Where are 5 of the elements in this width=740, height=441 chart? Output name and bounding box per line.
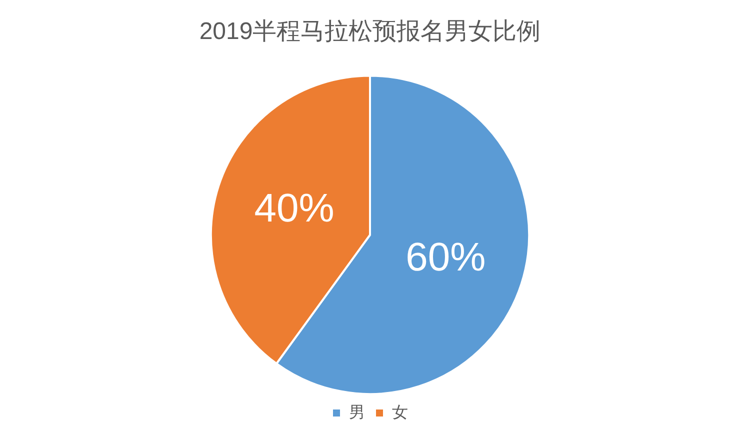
data-label: 40% xyxy=(254,186,334,230)
legend-label: 男 xyxy=(349,404,365,422)
legend-label: 女 xyxy=(392,404,408,422)
data-label: 60% xyxy=(406,236,486,280)
chart-title: 2019半程马拉松预报名男女比例 xyxy=(199,18,541,46)
